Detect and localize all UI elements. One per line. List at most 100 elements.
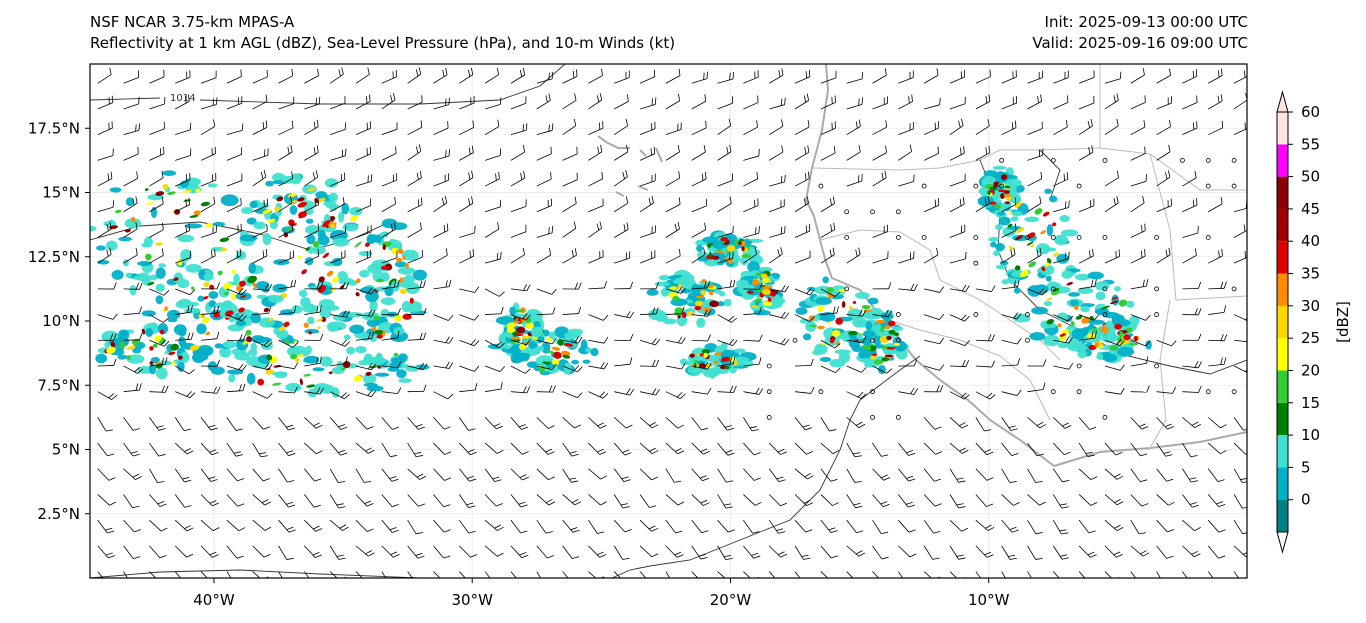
country-border bbox=[811, 147, 1247, 191]
reflectivity-core bbox=[189, 344, 200, 351]
reflectivity-echo bbox=[298, 289, 308, 298]
reflectivity-echo bbox=[103, 221, 113, 227]
wind-barb bbox=[640, 282, 659, 290]
wind-barb bbox=[407, 494, 426, 507]
reflectivity-core bbox=[341, 367, 346, 371]
wind-barb bbox=[1078, 545, 1097, 558]
wind-barb bbox=[329, 494, 346, 509]
reflectivity-echo bbox=[856, 332, 863, 340]
reflectivity-core bbox=[1109, 300, 1119, 305]
reflectivity-echo bbox=[208, 291, 219, 299]
calm-wind-marker bbox=[766, 363, 772, 369]
reflectivity-core bbox=[829, 337, 835, 344]
calm-wind-marker bbox=[1205, 389, 1211, 395]
reflectivity-echo bbox=[995, 264, 1008, 270]
wind-barb bbox=[665, 519, 683, 534]
wind-barb bbox=[872, 251, 889, 264]
wind-barb bbox=[485, 199, 502, 213]
wind-barb bbox=[1156, 519, 1175, 533]
wind-barb bbox=[769, 68, 784, 84]
wind-barb bbox=[226, 173, 243, 187]
colorbar-tick-label: 35 bbox=[1301, 265, 1320, 283]
wind-barb bbox=[1130, 385, 1150, 393]
wind-barb bbox=[200, 173, 217, 187]
wind-barb bbox=[769, 338, 790, 346]
reflectivity-core bbox=[1005, 201, 1010, 204]
reflectivity-echo bbox=[1067, 292, 1081, 297]
wind-barb bbox=[175, 172, 191, 187]
reflectivity-core bbox=[393, 314, 402, 322]
reflectivity-core bbox=[1000, 174, 1008, 181]
wind-barb bbox=[1053, 336, 1074, 344]
reflectivity-echo bbox=[802, 333, 812, 341]
wind-barb bbox=[97, 417, 113, 432]
wind-barb bbox=[458, 417, 476, 431]
wind-barb bbox=[562, 365, 583, 373]
wind-barb bbox=[97, 333, 117, 341]
wind-barb bbox=[588, 68, 603, 84]
wind-barb bbox=[175, 223, 191, 238]
wind-barb bbox=[1182, 170, 1197, 187]
reflectivity-echo bbox=[390, 335, 404, 342]
wind-barb bbox=[614, 281, 634, 290]
wind-barb bbox=[795, 387, 815, 394]
wind-barb bbox=[794, 119, 810, 136]
colorbar-extend-low bbox=[1276, 531, 1289, 554]
colorbar-swatch bbox=[1277, 370, 1288, 403]
wind-barb bbox=[123, 417, 140, 431]
wind-barb bbox=[200, 248, 216, 264]
wind-barb bbox=[175, 305, 193, 315]
wind-barb bbox=[97, 67, 112, 84]
reflectivity-core bbox=[126, 354, 131, 360]
wind-barb bbox=[175, 250, 191, 264]
reflectivity-core bbox=[110, 341, 116, 348]
wind-barb bbox=[149, 170, 164, 187]
reflectivity-echo bbox=[250, 342, 257, 352]
reflectivity-echo bbox=[177, 234, 195, 243]
wind-barb bbox=[1001, 519, 1019, 533]
reflectivity-echo bbox=[369, 300, 378, 312]
wind-barb bbox=[175, 70, 191, 84]
wind-barb bbox=[717, 225, 734, 238]
wind-barb bbox=[924, 146, 939, 161]
colorbar-tick-label: 20 bbox=[1301, 361, 1320, 379]
wind-barb bbox=[613, 468, 631, 482]
wind-barb bbox=[485, 97, 502, 110]
reflectivity-core bbox=[298, 211, 307, 218]
wind-barb bbox=[1182, 225, 1199, 238]
reflectivity-echo bbox=[1044, 188, 1052, 194]
wind-barb bbox=[923, 571, 940, 578]
wind-barb bbox=[330, 122, 346, 136]
wind-barb bbox=[252, 545, 271, 558]
wind-barb bbox=[226, 545, 244, 559]
wind-barb bbox=[846, 119, 861, 136]
reflectivity-core bbox=[303, 373, 311, 377]
wind-barb bbox=[588, 494, 607, 506]
reflectivity-core bbox=[273, 364, 282, 368]
reflectivity-core bbox=[297, 197, 305, 202]
wind-barb bbox=[226, 417, 243, 431]
header-right: Init: 2025-09-13 00:00 UTC Valid: 2025-0… bbox=[1032, 12, 1248, 54]
wind-barb bbox=[1027, 494, 1046, 506]
colorbar-swatch bbox=[1277, 208, 1288, 242]
wind-barb bbox=[200, 196, 216, 213]
wind-barb bbox=[820, 288, 841, 297]
wind-barb bbox=[949, 70, 966, 84]
reflectivity-core bbox=[144, 188, 149, 191]
wind-barb bbox=[1053, 314, 1074, 322]
reflectivity-core bbox=[714, 352, 722, 356]
reflectivity-core bbox=[173, 277, 179, 281]
wind-barb bbox=[1130, 545, 1150, 557]
wind-barb bbox=[898, 94, 913, 110]
wind-barb bbox=[639, 519, 659, 532]
init-time: Init: 2025-09-13 00:00 UTC bbox=[1044, 13, 1248, 31]
wind-barb bbox=[743, 417, 759, 432]
wind-barb bbox=[691, 334, 711, 342]
reflectivity-echo bbox=[249, 200, 258, 209]
wind-barb bbox=[1130, 68, 1145, 84]
wind-barb bbox=[614, 388, 635, 396]
calm-wind-marker bbox=[1102, 414, 1108, 420]
reflectivity-core bbox=[305, 246, 310, 251]
wind-barb bbox=[252, 468, 270, 482]
reflectivity-core bbox=[265, 369, 275, 375]
